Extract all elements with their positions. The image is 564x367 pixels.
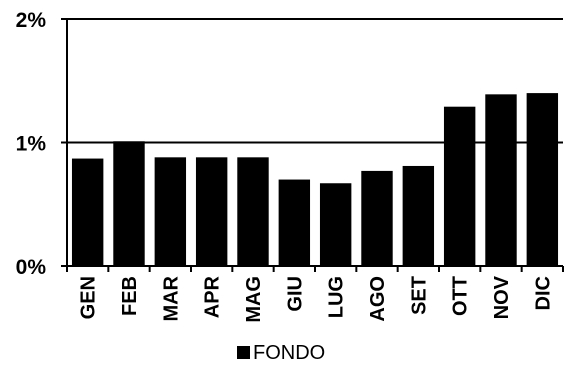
gridlines — [67, 18, 563, 144]
bar-mag — [237, 157, 269, 266]
x-tick-label-ott: OTT — [450, 276, 472, 316]
y-tick-label-1: 1% — [16, 133, 47, 156]
x-tick-label-dic: DIC — [532, 276, 554, 310]
x-tick-label-gen: GEN — [78, 276, 100, 319]
x-tick-labels: GEN FEB MAR APR MAG GIU LUG AGO SET OTT NOV DIC — [78, 275, 555, 322]
y-tick-labels: 0% 1% 2% — [16, 9, 47, 279]
axes — [61, 18, 564, 272]
x-tick-label-mag: MAG — [243, 276, 265, 323]
x-tick-label-feb: FEB — [119, 276, 141, 316]
bar-giu — [278, 179, 311, 266]
bar-ago — [361, 170, 393, 266]
y-tick-label-2: 2% — [16, 9, 47, 32]
bar-lug — [319, 183, 352, 266]
x-tick-label-mar: MAR — [160, 275, 182, 321]
legend-swatch-fondo — [237, 346, 250, 359]
y-tick-label-0: 0% — [16, 256, 47, 279]
bars — [71, 93, 559, 266]
bar-ott — [443, 106, 476, 266]
bar-set — [402, 165, 435, 266]
x-tick-label-apr: APR — [202, 275, 224, 318]
bar-nov — [485, 94, 517, 266]
x-tick-label-ago: AGO — [367, 276, 389, 322]
bar-apr — [195, 157, 228, 266]
x-tick-label-lug: LUG — [326, 276, 348, 318]
x-tick-label-set: SET — [408, 276, 430, 315]
bar-mar — [154, 157, 187, 266]
bar-dic — [526, 93, 559, 266]
bar-gen — [71, 158, 104, 266]
bar-feb — [113, 141, 145, 266]
legend: FONDO — [237, 342, 325, 364]
legend-label-fondo: FONDO — [253, 342, 325, 364]
x-tick-label-giu: GIU — [284, 276, 306, 312]
x-tick-label-nov: NOV — [491, 275, 513, 319]
